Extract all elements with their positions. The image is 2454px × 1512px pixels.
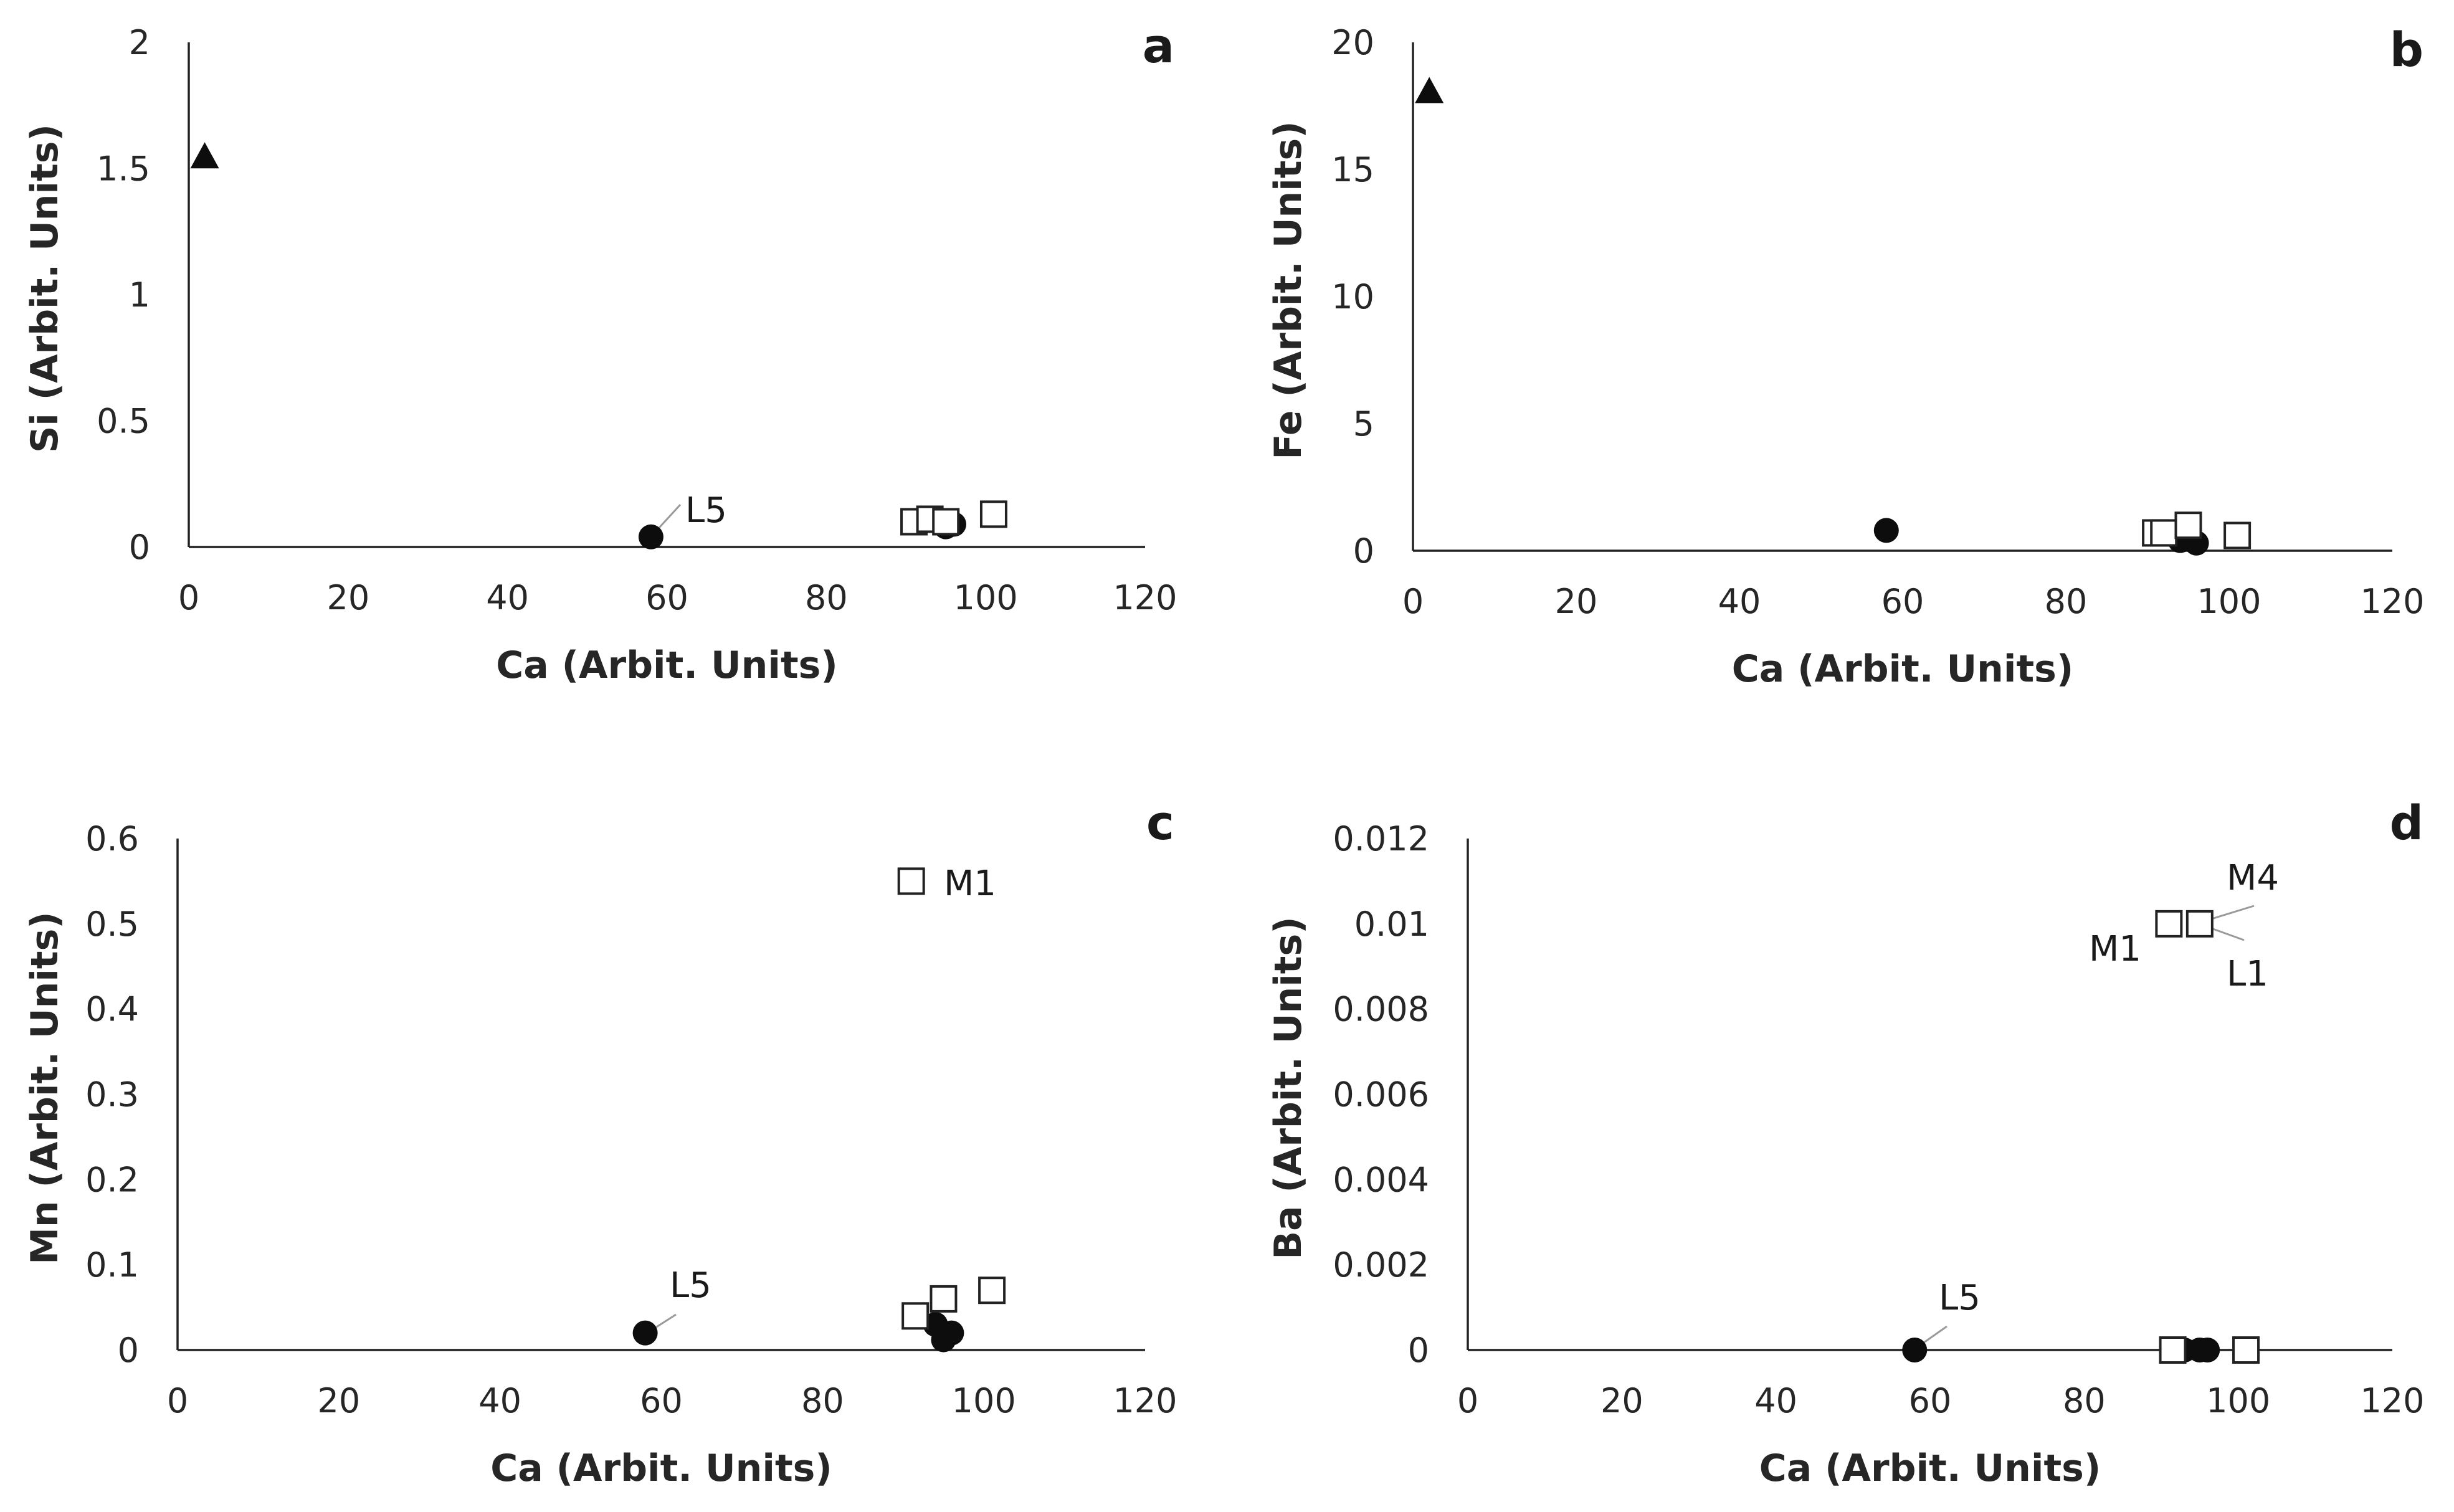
y-tick-label: 15 <box>1331 150 1374 189</box>
x-tick-label: 80 <box>801 1381 844 1420</box>
x-tick-label: 60 <box>640 1381 683 1420</box>
square-marker <box>2232 1336 2260 1364</box>
x-tick-label: 20 <box>326 578 369 617</box>
y-tick-label: 0 <box>1353 531 1374 571</box>
triangle-marker <box>190 142 219 169</box>
square-marker <box>930 1285 958 1313</box>
x-tick-label: 40 <box>486 578 529 617</box>
x-tick-label: 0 <box>178 578 199 617</box>
x-tick-label: 60 <box>1909 1381 1952 1420</box>
y-axis-title: Si (Arbit. Units) <box>23 124 67 453</box>
x-tick-label: 80 <box>2063 1381 2106 1420</box>
square-marker <box>2174 511 2202 540</box>
circle-marker <box>2195 1338 2220 1362</box>
x-tick-label: 120 <box>1113 1381 1177 1420</box>
y-tick-label: 1.5 <box>97 150 150 189</box>
x-axis-title: Ca (Arbit. Units) <box>1759 1447 2101 1490</box>
x-tick-label: 120 <box>1113 578 1177 617</box>
x-tick-label: 20 <box>317 1381 360 1420</box>
x-tick-label: 40 <box>1754 1381 1797 1420</box>
y-tick-label: 0 <box>129 528 150 567</box>
x-tick-label: 20 <box>1555 582 1598 621</box>
y-tick-label: 0.2 <box>85 1160 139 1199</box>
y-tick-label: 0.008 <box>1333 990 1429 1029</box>
y-tick-label: 10 <box>1331 277 1374 316</box>
x-tick-label: 0 <box>1402 582 1424 621</box>
y-tick-label: 1 <box>129 275 150 315</box>
square-marker <box>2223 521 2252 549</box>
circle-marker <box>923 1311 948 1337</box>
circle-marker <box>638 524 663 549</box>
square-marker <box>901 1302 930 1330</box>
square-marker <box>2150 519 2178 547</box>
y-tick-label: 0 <box>118 1331 139 1370</box>
panel-a: 0 20 40 60 80 100 120 0 0.5 1 1.5 2 Ca (Arbit. Units… <box>23 18 1177 687</box>
x-axis-title: Ca (Arbit. Units) <box>1732 647 2074 691</box>
x-axis-title: Ca (Arbit. Units) <box>490 1447 832 1490</box>
triangle-marker <box>1415 77 1444 103</box>
square-marker <box>979 500 1007 528</box>
circle-marker <box>1873 518 1899 543</box>
y-tick-label: 0.5 <box>85 905 139 944</box>
square-marker <box>2155 910 2183 938</box>
y-tick-label: 0.012 <box>1333 819 1429 858</box>
panel-letter: a <box>1143 18 1174 74</box>
y-tick-label: 0 <box>1408 1331 1429 1370</box>
x-tick-label: 0 <box>1457 1381 1478 1420</box>
x-tick-label: 0 <box>167 1381 188 1420</box>
y-tick-label: 5 <box>1353 404 1374 444</box>
panel-letter: b <box>2390 22 2423 77</box>
square-marker <box>932 508 960 536</box>
y-tick-label: 0.01 <box>1354 905 1429 944</box>
y-tick-label: 2 <box>129 23 150 62</box>
square-marker <box>2185 910 2214 938</box>
x-tick-label: 120 <box>2360 1381 2424 1420</box>
x-tick-label: 100 <box>2206 1381 2270 1420</box>
x-tick-label: 120 <box>2360 582 2424 621</box>
circle-marker <box>632 1320 658 1346</box>
panel-b: 0 20 40 60 80 100 120 0 5 10 15 20 Ca (Arbit. Units)… <box>1267 22 2425 691</box>
x-axis-title: Ca (Arbit. Units) <box>496 644 838 687</box>
square-marker <box>978 1277 1006 1305</box>
x-tick-label: 40 <box>1718 582 1761 621</box>
y-tick-label: 0.6 <box>85 819 139 858</box>
point-label: M4 <box>2227 858 2279 898</box>
y-tick-label: 0.4 <box>85 990 139 1029</box>
panel-c: 0 20 40 60 80 100 120 0 0.1 0.2 0.3 0.4 0.5 0.6 Ca (Ar… <box>23 795 1177 1490</box>
x-tick-label: 60 <box>1881 582 1924 621</box>
point-label: L5 <box>670 1265 711 1306</box>
circle-marker <box>1902 1338 1928 1362</box>
y-tick-label: 0.3 <box>85 1075 139 1115</box>
point-label: L5 <box>1939 1278 1981 1318</box>
y-axis-title: Fe (Arbit. Units) <box>1267 121 1310 459</box>
y-tick-label: 0.5 <box>97 402 150 441</box>
point-label: L5 <box>685 490 727 531</box>
panel-letter: c <box>1146 795 1174 850</box>
x-tick-label: 80 <box>2045 582 2088 621</box>
panel-letter: d <box>2390 795 2423 850</box>
x-tick-label: 60 <box>645 578 688 617</box>
panel-d: 0 20 40 60 80 100 120 0 0.002 0.004 0.006 0.008 0.01… <box>1267 795 2425 1490</box>
y-tick-label: 0.004 <box>1333 1160 1429 1199</box>
x-tick-label: 40 <box>478 1381 521 1420</box>
y-tick-label: 0.1 <box>85 1245 139 1285</box>
y-axis-title: Ba (Arbit. Units) <box>1267 916 1310 1259</box>
y-tick-label: 0.006 <box>1333 1075 1429 1115</box>
x-tick-label: 80 <box>805 578 848 617</box>
x-tick-label: 100 <box>954 578 1018 617</box>
x-tick-label: 20 <box>1600 1381 1643 1420</box>
square-marker <box>897 867 925 895</box>
point-label: M1 <box>2089 929 2141 969</box>
x-tick-label: 100 <box>952 1381 1016 1420</box>
y-tick-label: 20 <box>1331 23 1374 62</box>
x-tick-label: 100 <box>2197 582 2261 621</box>
y-axis-title: Mn (Arbit. Units) <box>23 911 67 1264</box>
point-label: L1 <box>2227 954 2268 994</box>
point-label: M1 <box>944 863 996 904</box>
square-marker <box>2159 1336 2187 1364</box>
y-tick-label: 0.002 <box>1333 1245 1429 1285</box>
